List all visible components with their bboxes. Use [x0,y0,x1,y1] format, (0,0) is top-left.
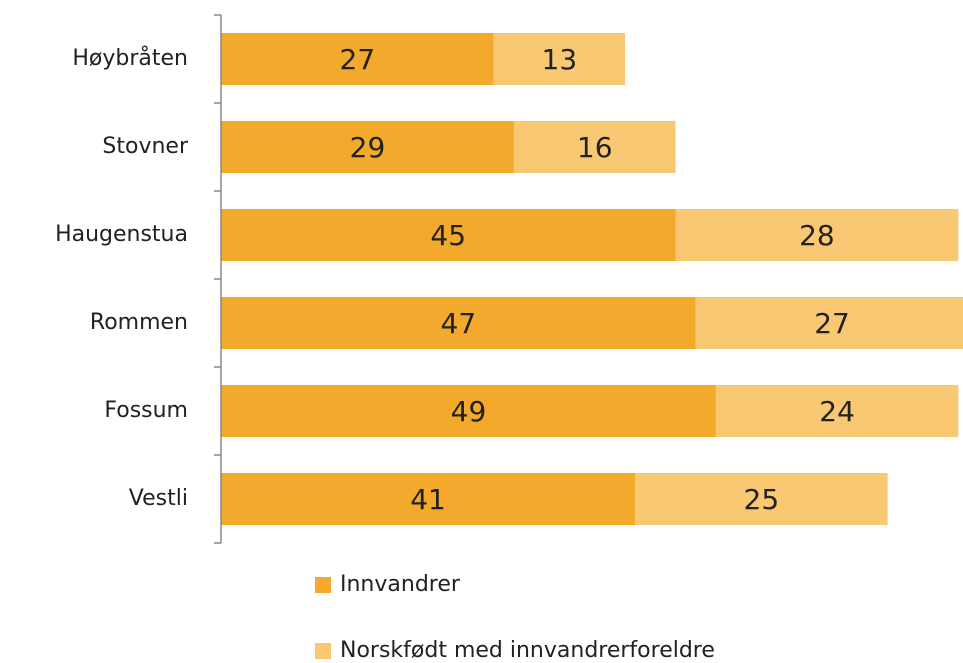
bar-segment [513,121,676,173]
value-label: 16 [577,131,613,164]
legend-swatch [315,577,331,593]
category-label: Rommen [90,310,188,335]
legend-label: Innvandrer [340,572,461,597]
bar-segment [221,385,716,437]
bar-segment [221,121,514,173]
value-label: 47 [441,307,477,340]
value-label: 27 [340,43,376,76]
value-label: 13 [542,43,578,76]
category-label: Fossum [104,398,188,423]
value-label: 41 [410,483,446,516]
value-label: 29 [350,131,386,164]
bar-segment [695,297,963,349]
bar-segment [675,209,959,261]
legend-label: Norskfødt med innvandrerforeldre [340,638,715,663]
value-label: 24 [819,395,855,428]
bar-segment [493,33,625,85]
value-label: 25 [744,483,780,516]
category-label: Haugenstua [55,222,188,247]
legend-swatch [315,643,331,659]
bar-segment [221,209,676,261]
bar-segment [221,473,636,525]
value-label: 49 [451,395,487,428]
bar-segment [221,33,494,85]
bar-segment [715,385,959,437]
category-label: Stovner [102,134,189,159]
value-label: 45 [430,219,466,252]
value-label: 28 [799,219,835,252]
bar-segment [221,297,696,349]
value-label: 27 [814,307,850,340]
bar-segment [635,473,888,525]
category-label: Vestli [129,486,188,511]
category-label: Høybråten [72,45,188,71]
